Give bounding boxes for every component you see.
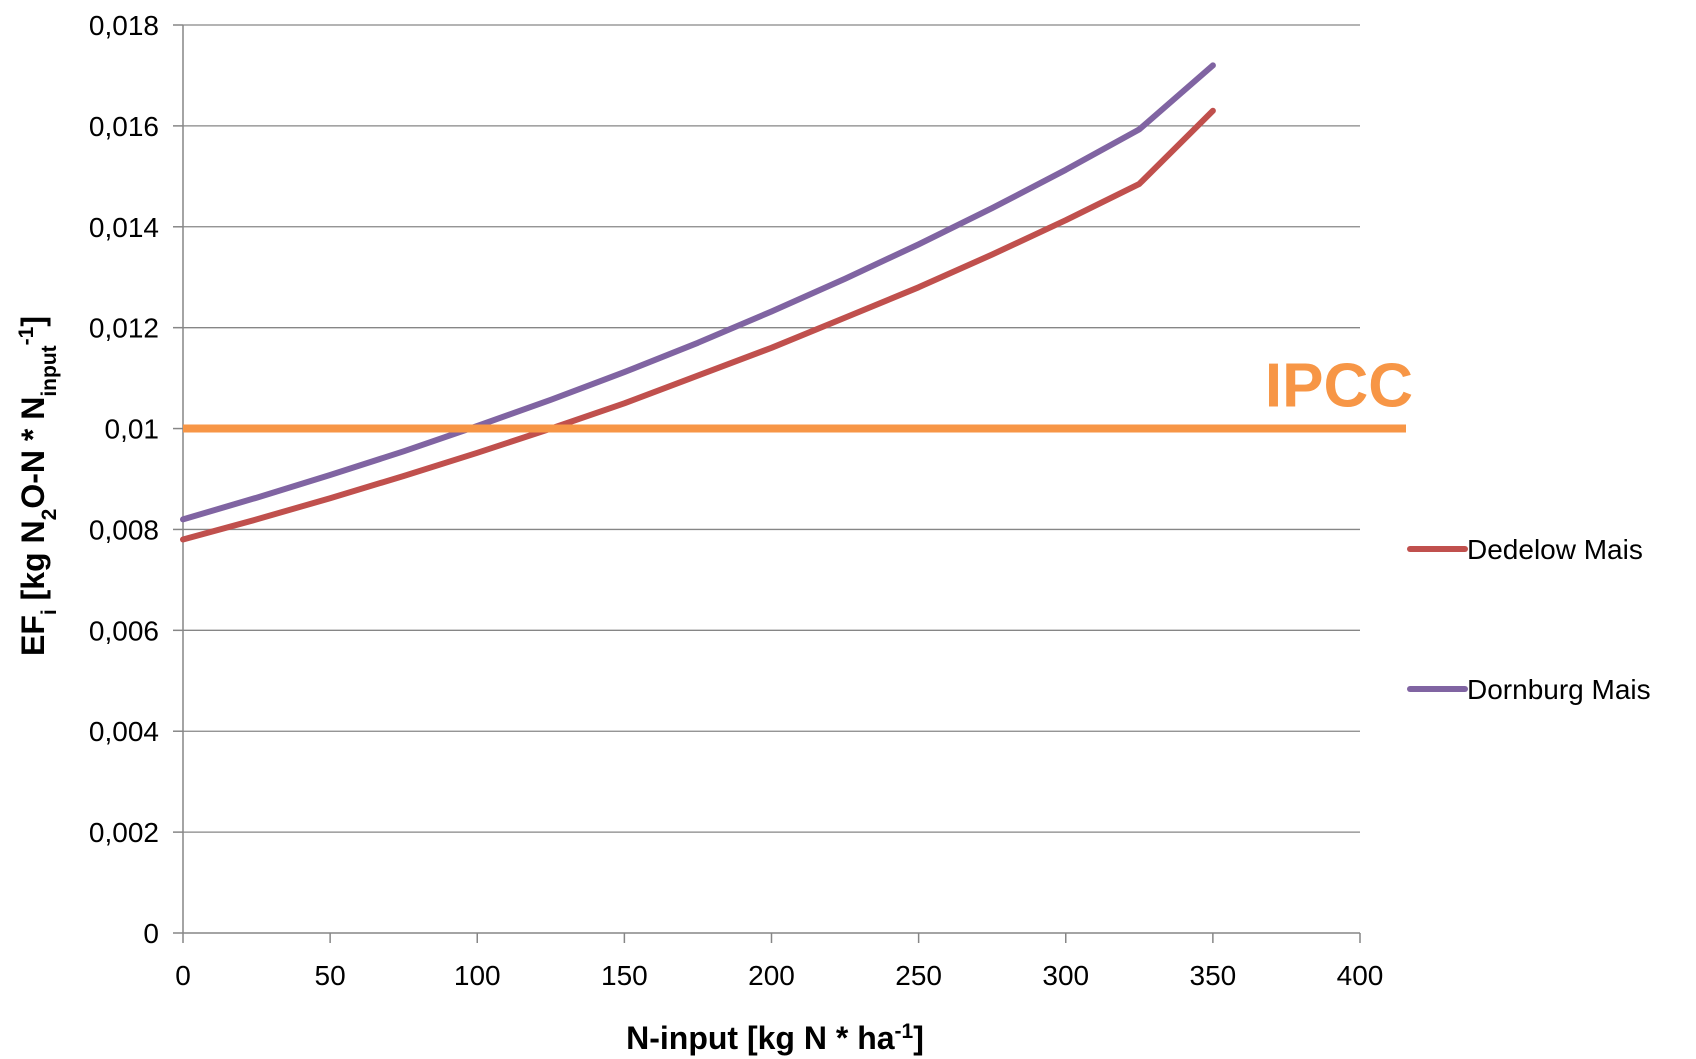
y-tick-label: 0,012 xyxy=(89,313,159,344)
x-axis-title: N-input [kg N * ha-1] xyxy=(626,1020,924,1057)
y-tick-label: 0,002 xyxy=(89,817,159,848)
x-tick-label: 400 xyxy=(1337,960,1384,991)
x-tick-label: 350 xyxy=(1190,960,1237,991)
x-tick-label: 250 xyxy=(895,960,942,991)
ipcc-reference-label: IPCC xyxy=(1265,352,1413,421)
y-axis-title: EFi [kg N2O-N * Ninput-1] xyxy=(15,316,61,656)
x-tick-label: 300 xyxy=(1042,960,1089,991)
legend: Dedelow Mais Dornburg Mais xyxy=(1407,534,1651,705)
y-tick-label: 0,018 xyxy=(89,10,159,41)
y-tick-labels: 0 0,002 0,004 0,006 0,008 0,01 0,012 0,014 0,016… xyxy=(89,10,159,949)
legend-label: Dedelow Mais xyxy=(1467,534,1643,565)
y-tick-label: 0,006 xyxy=(89,615,159,646)
y-tick-label: 0,016 xyxy=(89,111,159,142)
legend-label: Dornburg Mais xyxy=(1467,674,1651,705)
grid-lines xyxy=(173,24,1361,943)
ipcc-reference: IPCC xyxy=(183,352,1413,433)
y-tick-label: 0,014 xyxy=(89,212,159,243)
x-tick-label: 100 xyxy=(454,960,501,991)
x-tick-label: 50 xyxy=(315,960,346,991)
axes xyxy=(182,25,1360,934)
x-tick-label: 0 xyxy=(175,960,191,991)
series-line-dornburg-mais xyxy=(180,62,1216,523)
y-tick-label: 0,01 xyxy=(105,414,160,445)
series-line-dedelow-mais xyxy=(180,107,1216,543)
y-tick-label: 0,008 xyxy=(89,514,159,545)
x-tick-label: 200 xyxy=(748,960,795,991)
y-tick-label: 0 xyxy=(143,918,159,949)
x-tick-label: 150 xyxy=(601,960,648,991)
y-tick-label: 0,004 xyxy=(89,716,159,747)
x-tick-labels: 0 50 100 150 200 250 300 350 400 xyxy=(175,960,1383,991)
data-series xyxy=(180,62,1216,543)
